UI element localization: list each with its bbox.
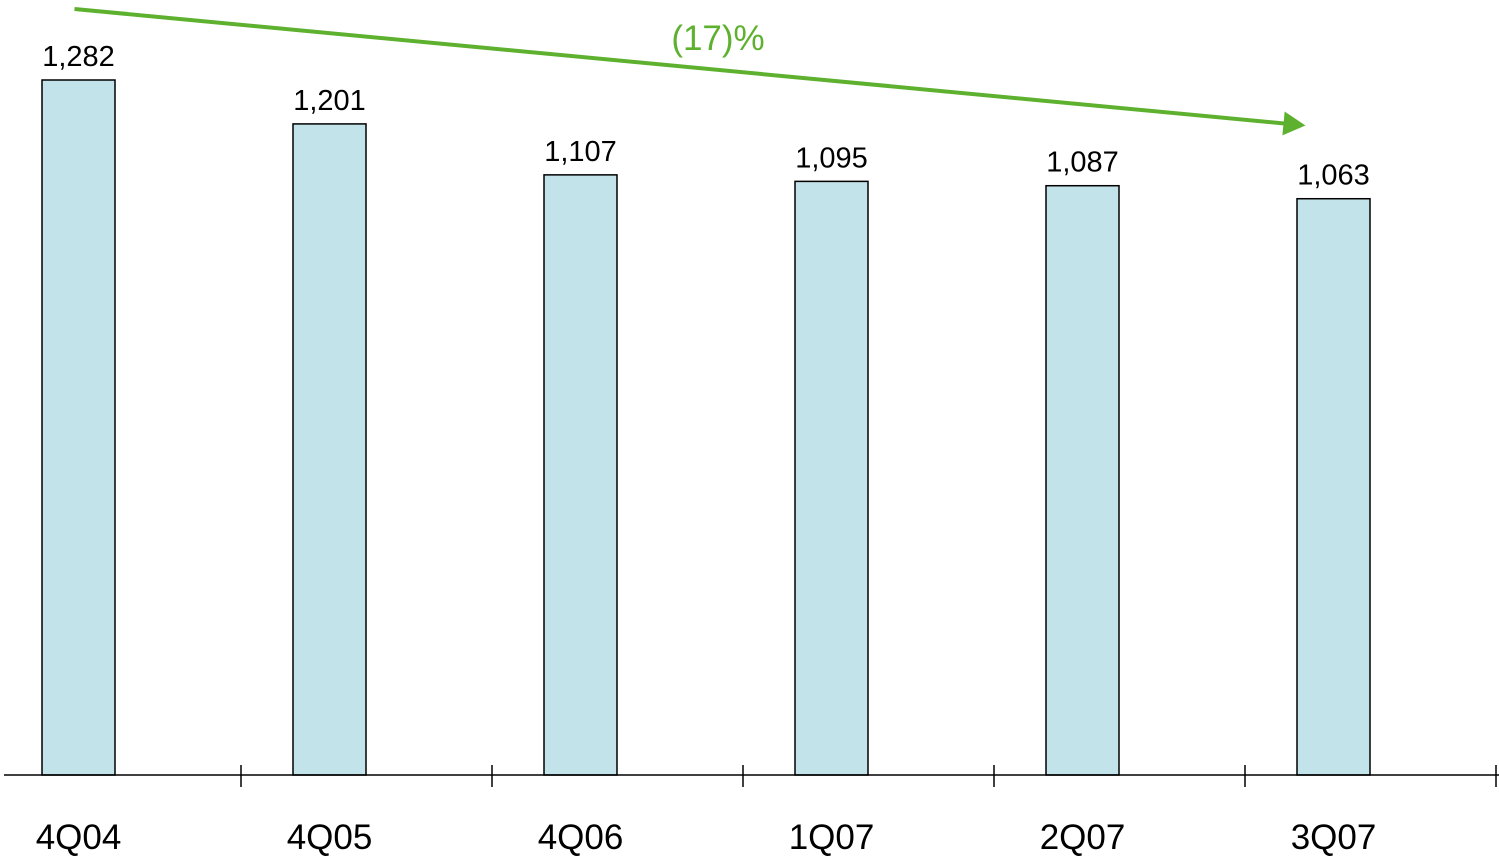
tick-label-4q04: 4Q04 [36,818,122,857]
bar-2q07 [1045,184,1120,776]
value-label-4q05: 1,201 [293,85,366,117]
value-label-1q07: 1,095 [795,142,868,174]
trend-arrow-line [74,7,1290,126]
value-label-4q06: 1,107 [544,136,617,168]
trend-percent-label: (17)% [671,19,764,58]
bar-1q07 [794,180,869,776]
trend-annotation: (17)% [74,7,1306,136]
bar-3q07 [1296,197,1371,776]
value-label-4q04: 1,282 [42,41,115,73]
bar-4q04 [41,79,116,776]
x-axis-tick-labels: 4Q04 4Q05 4Q06 1Q07 2Q07 3Q07 [36,818,1377,857]
bars-group [41,79,1371,776]
value-label-3q07: 1,063 [1297,160,1370,192]
value-labels-group: 1,282 1,201 1,107 1,095 1,087 1,063 [42,41,1370,192]
trend-arrow-head-icon [1282,111,1306,136]
value-label-2q07: 1,087 [1046,147,1119,179]
bar-4q06 [543,174,618,776]
tick-label-4q06: 4Q06 [538,818,624,857]
tick-label-4q05: 4Q05 [287,818,373,857]
bar-4q05 [292,123,367,776]
x-axis-ticks [240,765,1497,787]
tick-label-1q07: 1Q07 [789,818,875,857]
tick-label-3q07: 3Q07 [1291,818,1377,857]
tick-label-2q07: 2Q07 [1040,818,1126,857]
